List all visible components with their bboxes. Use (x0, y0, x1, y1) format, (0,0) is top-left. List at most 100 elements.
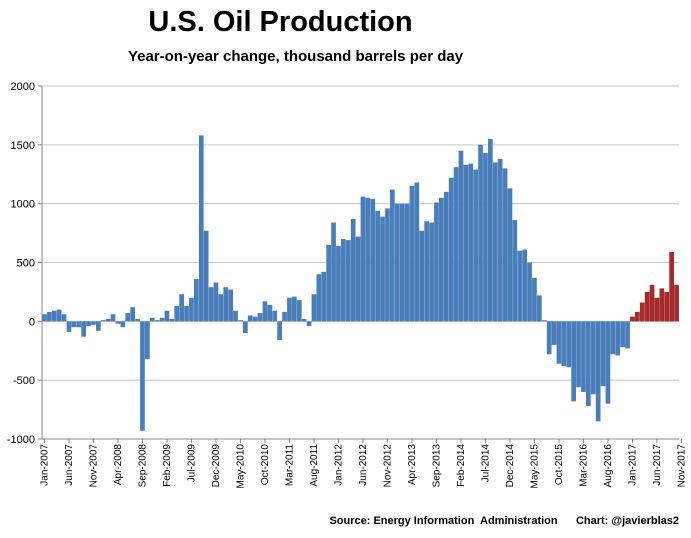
bar (120, 321, 126, 328)
bar (336, 246, 341, 322)
x-axis-ticks: Jan-2007 Jun-2007 Nov-2007 Apr-2008 Sep-2008… (39, 439, 687, 488)
bar (414, 182, 420, 322)
bar (125, 313, 131, 322)
x-tick-label: Oct-2015 (554, 444, 565, 486)
bar (434, 202, 439, 322)
x-tick-label: Sep-2008 (137, 444, 148, 488)
bar (610, 321, 616, 355)
x-tick-label: May-2010 (235, 444, 246, 489)
bar (355, 236, 361, 322)
y-axis-ticks: 2000 1500 1000 500 0 -500 -1000 (7, 81, 42, 446)
bar (179, 294, 184, 322)
bar (439, 197, 444, 322)
bar (478, 144, 483, 322)
bar (502, 168, 508, 322)
bar (380, 216, 385, 322)
bar (71, 321, 77, 328)
bar (91, 321, 96, 325)
bar (184, 306, 189, 322)
bar (512, 220, 518, 322)
bar (527, 262, 532, 322)
x-tick-label: Jan-2012 (333, 444, 344, 486)
bar (100, 320, 106, 322)
y-tick-label: 500 (17, 258, 35, 270)
bar (399, 203, 405, 322)
bar (419, 230, 425, 322)
bar (375, 210, 380, 322)
bar (110, 314, 116, 322)
y-tick-label: -1000 (7, 434, 35, 446)
bar (326, 244, 331, 322)
bar (247, 315, 253, 322)
source-line: Source: Energy Information Administratio… (329, 515, 679, 527)
bar (189, 297, 194, 322)
bar (468, 163, 474, 322)
x-tick-label: Aug-2011 (309, 444, 320, 487)
bar (488, 138, 493, 322)
x-tick-label: Jan-2007 (39, 444, 50, 486)
bar (159, 317, 165, 322)
bar (541, 320, 547, 322)
bar (267, 304, 273, 322)
bar (252, 316, 258, 322)
bar (282, 311, 287, 322)
source-note: Source: Energy Information Administratio… (329, 515, 558, 527)
bar (301, 318, 307, 322)
bar (639, 302, 645, 322)
bar (630, 316, 635, 322)
chart-subtitle: Year-on-year change, thousand barrels pe… (127, 48, 464, 65)
axes (41, 86, 679, 440)
bar (194, 278, 199, 322)
y-tick-label: 0 (29, 316, 35, 328)
bar (223, 287, 229, 322)
bar (581, 321, 586, 392)
x-tick-label: Nov-2017 (676, 444, 687, 488)
bar (385, 208, 390, 322)
bar (424, 221, 429, 322)
bar (243, 321, 248, 334)
bar (453, 167, 459, 322)
bar (174, 306, 180, 322)
bar (135, 318, 140, 322)
x-tick-label: Jun-2007 (64, 444, 75, 486)
bar (76, 321, 82, 328)
bar (331, 222, 336, 322)
bar (664, 291, 670, 322)
bar (341, 238, 346, 322)
x-tick-label: Feb-2009 (162, 444, 173, 487)
bar (105, 318, 111, 322)
bar (507, 188, 513, 322)
y-tick-label: 2000 (11, 81, 35, 93)
x-tick-label: Apr-2008 (113, 444, 124, 486)
bar (615, 321, 621, 356)
bar (659, 288, 665, 322)
bar (56, 309, 62, 322)
bar (448, 177, 454, 322)
bar (51, 310, 57, 322)
bar (566, 321, 572, 368)
bar (345, 240, 351, 322)
bar (590, 321, 596, 395)
bar (360, 196, 366, 322)
bar (198, 135, 204, 322)
bar (169, 318, 175, 322)
bar (311, 294, 317, 322)
bar (492, 162, 498, 322)
y-tick-label: -500 (13, 375, 35, 387)
x-tick-label: Jul-2009 (186, 444, 197, 483)
x-tick-label: Jan-2017 (627, 444, 638, 486)
bar (218, 294, 224, 322)
bar (497, 158, 503, 322)
bar (228, 289, 233, 322)
x-tick-label: May-2015 (529, 444, 540, 489)
bar (586, 321, 591, 407)
bar (620, 321, 625, 348)
bar (551, 321, 557, 345)
bar (674, 284, 679, 322)
bar (287, 297, 292, 322)
y-tick-label: 1500 (11, 140, 35, 152)
bar (546, 321, 552, 355)
bar (350, 218, 356, 322)
bar (277, 321, 282, 341)
